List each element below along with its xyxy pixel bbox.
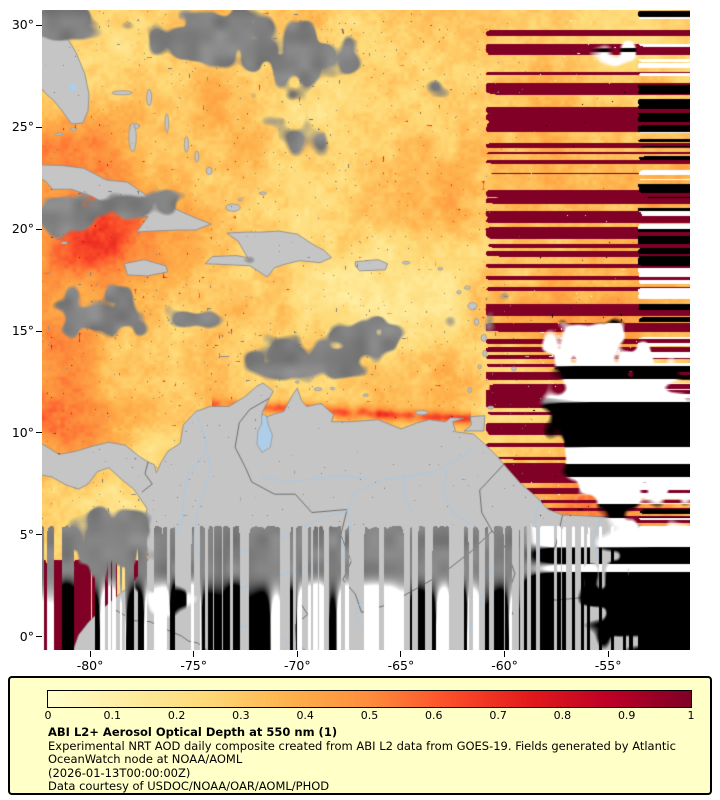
lat-tick-label: 25°: [11, 119, 34, 135]
lat-tick-label: 30°: [11, 17, 34, 33]
colorbar-tick-label: 0: [44, 709, 52, 722]
lat-tick: [36, 330, 42, 332]
lon-tick-label: -80°: [76, 658, 104, 673]
colorbar-tick-label: 1: [687, 709, 695, 722]
aod-heatmap-canvas: [42, 10, 690, 650]
lon-tick: [400, 651, 402, 657]
lon-tick: [193, 651, 195, 657]
colorbar-tick-label: 0.9: [617, 709, 636, 722]
lat-tick-label: 0°: [19, 628, 34, 644]
lon-tick-label: -60°: [491, 658, 518, 673]
colorbar-gradient: [47, 690, 692, 708]
legend-title: ABI L2+ Aerosol Optical Depth at 550 nm …: [48, 725, 338, 739]
lat-tick: [36, 24, 42, 26]
colorbar-tick-label: 0.1: [103, 709, 122, 722]
legend-credit: Data courtesy of USDOC/NOAA/OAR/AOML/PHO…: [48, 779, 330, 793]
legend-description: Experimental NRT AOD daily composite cre…: [48, 738, 676, 766]
lat-tick-label: 15°: [11, 323, 34, 339]
legend-text-block: ABI L2+ Aerosol Optical Depth at 550 nm …: [48, 725, 698, 794]
lon-tick: [607, 651, 609, 657]
lon-tick-label: -55°: [594, 658, 622, 673]
colorbar-tick-label: 0.6: [425, 709, 443, 722]
colorbar-tick-label: 0.5: [360, 709, 379, 722]
lat-tick: [36, 126, 42, 128]
lat-tick: [36, 432, 42, 434]
colorbar-tick-label: 0.7: [489, 709, 507, 722]
colorbar-tick-labels: 0 0.1 0.2 0.3 0.4 0.5 0.6 0.7 0.8 0.9 1: [44, 709, 695, 722]
lat-tick: [36, 228, 42, 230]
lon-tick: [89, 651, 91, 657]
colorbar-tick-label: 0.8: [553, 709, 572, 722]
lat-tick: [36, 534, 42, 536]
colorbar-tick-label: 0.2: [167, 709, 186, 722]
lat-tick-label: 10°: [11, 424, 34, 440]
legend-panel: 0 0.1 0.2 0.3 0.4 0.5 0.6 0.7 0.8 0.9 1 ABI L2+ Ae…: [8, 676, 712, 795]
lat-tick-label: 20°: [11, 221, 34, 237]
lon-tick: [504, 651, 506, 657]
lon-tick-label: -75°: [180, 658, 208, 673]
colorbar-tick-label: 0.3: [232, 709, 250, 722]
lon-tick-label: -65°: [387, 658, 415, 673]
lon-tick: [296, 651, 298, 657]
legend-timestamp: (2026-01-13T00:00:00Z): [48, 765, 191, 780]
colorbar-tick-label: 0.4: [296, 709, 314, 722]
lon-tick-label: -70°: [283, 658, 311, 673]
lat-tick-label: 5°: [19, 526, 34, 542]
lat-tick: [36, 636, 42, 638]
